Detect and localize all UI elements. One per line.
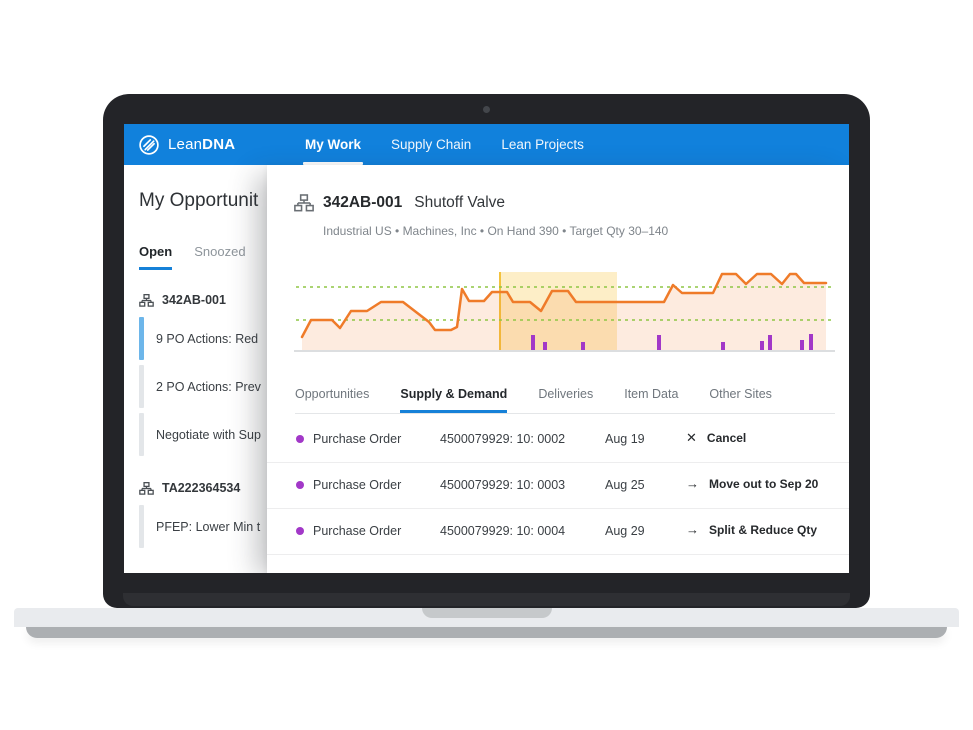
arrow-right-icon: →	[686, 522, 699, 537]
laptop-base	[14, 608, 959, 627]
row-reference: 4500079929: 10: 0002	[440, 432, 566, 446]
sidebar-opportunity-item[interactable]: 2 PO Actions: Prev	[139, 364, 267, 409]
laptop-base-notch	[422, 608, 552, 618]
item-detail-card: 342AB-001 Shutoff Valve Industrial US • …	[267, 165, 849, 573]
table-row[interactable]: Purchase Order 4500079929: 10: 0003 Aug 25…	[267, 463, 849, 509]
tab-supply-demand[interactable]: Supply & Demand	[400, 387, 508, 413]
sidebar-tab-snoozed[interactable]: Snoozed	[194, 244, 246, 259]
top-navbar: LeanDNA My Work Supply Chain Lean Projects	[124, 124, 849, 165]
row-date: Aug 29	[605, 524, 645, 538]
row-date: Aug 25	[605, 478, 645, 492]
laptop-bezel: LeanDNA My Work Supply Chain Lean Projects…	[103, 94, 870, 608]
row-action-button[interactable]: → Split & Reduce Qty	[686, 522, 817, 537]
sitemap-icon	[294, 194, 314, 212]
sidebar-group-header: 342AB-001	[124, 287, 267, 313]
row-action-label: Split & Reduce Qty	[709, 522, 818, 537]
row-reference: 4500079929: 10: 0003	[440, 478, 566, 492]
sidebar-opportunity-item[interactable]: 9 PO Actions: Red	[139, 316, 267, 361]
part-name: Shutoff Valve	[414, 194, 506, 211]
tab-item-data[interactable]: Item Data	[624, 387, 679, 401]
sitemap-icon	[139, 481, 154, 495]
arrow-right-icon: →	[686, 476, 699, 491]
table-row[interactable]: Purchase Order 4500079929: 10: 0002 Aug 19…	[267, 417, 849, 463]
opportunities-sidebar: My Opportunit Open Snoozed 342AB-001 9 PO …	[124, 165, 267, 573]
sidebar-group-header: TA222364534	[124, 475, 267, 501]
sidebar-opportunity-item[interactable]: Negotiate with Sup	[139, 412, 267, 457]
purchase-order-dot-icon	[296, 481, 304, 489]
sidebar-group: 342AB-001 9 PO Actions: Red 2 PO Actions: …	[124, 287, 267, 457]
table-row[interactable]: Purchase Order 4500079929: 10: 0004 Aug 29…	[267, 509, 849, 555]
row-action-label: Move out to Sep 20	[709, 476, 819, 491]
row-type: Purchase Order	[313, 432, 402, 446]
sidebar-title: My Opportunit	[139, 190, 259, 211]
sidebar-opportunity-item[interactable]: PFEP: Lower Min t	[139, 504, 267, 549]
detail-tabs: Opportunities Supply & Demand Deliveries It…	[295, 387, 835, 414]
laptop-base-edge	[26, 627, 947, 638]
purchase-order-dot-icon	[296, 527, 304, 535]
row-type: Purchase Order	[313, 478, 402, 492]
row-action-button[interactable]: → Move out to Sep 20	[686, 476, 818, 491]
row-date: Aug 19	[605, 432, 645, 446]
row-type: Purchase Order	[313, 524, 402, 538]
sidebar-group: TA222364534 PFEP: Lower Min t	[124, 475, 267, 549]
part-number: 342AB-001	[323, 194, 403, 211]
laptop-screen: LeanDNA My Work Supply Chain Lean Projects…	[124, 124, 849, 573]
sidebar-tab-open[interactable]: Open	[139, 244, 173, 270]
webcam-icon	[483, 106, 490, 113]
purchase-order-dot-icon	[296, 435, 304, 443]
tab-deliveries[interactable]: Deliveries	[538, 387, 594, 401]
row-action-label: Cancel	[706, 431, 747, 445]
leandna-logo-icon	[139, 134, 159, 155]
sitemap-icon	[139, 293, 154, 307]
nav-item-my-work[interactable]: My Work	[302, 124, 364, 165]
action-table: Purchase Order 4500079929: 10: 0002 Aug 19…	[267, 417, 849, 555]
sidebar-group-part-number: 342AB-001	[162, 293, 226, 307]
sidebar-tabs: Open Snoozed	[139, 244, 246, 270]
laptop-hinge	[123, 593, 850, 606]
item-meta: Industrial US • Machines, Inc • On Hand …	[323, 224, 669, 238]
row-action-button[interactable]: ✕ Cancel	[686, 430, 746, 446]
nav-item-supply-chain[interactable]: Supply Chain	[391, 137, 472, 152]
item-header: 342AB-001 Shutoff Valve	[294, 194, 505, 212]
tab-other-sites[interactable]: Other Sites	[709, 387, 772, 401]
sidebar-groups: 342AB-001 9 PO Actions: Red 2 PO Actions: …	[124, 287, 267, 567]
primary-nav: My Work Supply Chain Lean Projects	[302, 124, 584, 165]
sidebar-group-part-number: TA222364534	[162, 481, 241, 495]
brand-logo[interactable]: LeanDNA	[138, 124, 235, 165]
nav-item-lean-projects[interactable]: Lean Projects	[501, 137, 584, 152]
tab-opportunities[interactable]: Opportunities	[295, 387, 370, 401]
brand-name: LeanDNA	[168, 136, 236, 153]
cancel-icon: ✕	[686, 430, 697, 445]
row-reference: 4500079929: 10: 0004	[440, 524, 566, 538]
supply-demand-chart	[294, 272, 835, 352]
